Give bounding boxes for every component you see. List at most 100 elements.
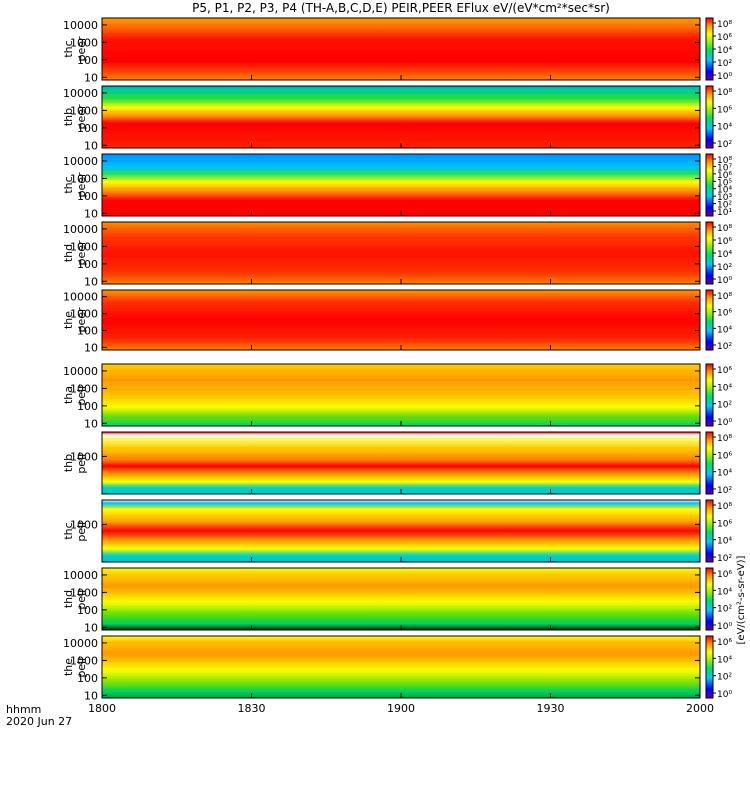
colorbar-tick-label: 10² — [717, 673, 732, 683]
texture-streak — [102, 129, 700, 131]
y-tick-label: 10 — [84, 621, 98, 634]
texture-streak — [102, 670, 700, 672]
panel-probe-label: thc — [62, 40, 75, 57]
panel-species-label: peir — [75, 384, 88, 406]
spectrogram-image — [102, 636, 700, 698]
texture-streak — [102, 515, 700, 517]
texture-streak — [102, 552, 700, 554]
colorbar-tick-label: 10⁶ — [717, 237, 732, 247]
colorbar-tick-label: 10² — [717, 605, 732, 615]
y-tick-label: 10 — [84, 139, 98, 152]
texture-streak — [102, 42, 700, 44]
colorbar-tick-label: 10⁴ — [717, 655, 732, 665]
colorbar-tick-label: 10² — [717, 554, 732, 564]
colorbar-tick-label: 10⁶ — [717, 570, 732, 580]
y-tick-label: 10 — [84, 275, 98, 288]
colorbar-tick-label: 10⁶ — [717, 105, 732, 115]
colorbar-tick-label: 10⁴ — [717, 383, 732, 393]
spectrogram-image — [102, 568, 700, 630]
y-tick-label: 1000 — [70, 450, 98, 463]
texture-streak — [102, 407, 700, 409]
colorbar — [705, 431, 714, 495]
texture-streak — [102, 169, 700, 171]
panel-species-label: peir — [75, 656, 88, 678]
y-tick-label: 100 — [77, 258, 98, 271]
colorbar — [705, 221, 714, 285]
y-tick-label: 1000 — [70, 172, 98, 185]
texture-streak — [102, 341, 700, 342]
texture-streak — [102, 370, 700, 372]
colorbar-tick-label: 10⁸ — [717, 20, 732, 30]
y-tick-label: 10 — [84, 689, 98, 702]
texture-streak — [102, 642, 700, 644]
colorbar-tick-label: 10⁶ — [717, 366, 732, 376]
colorbar-tick-label: 10⁴ — [717, 325, 732, 335]
colorbar-tick-label: 10⁴ — [717, 537, 732, 547]
y-tick-label: 1000 — [70, 308, 98, 321]
spectrogram-image — [102, 500, 700, 562]
panel-probe-label: the — [62, 658, 75, 676]
panel-thd-peir: 10 100 1000 10000 thd peir 10⁶ 10⁴ 10² 10⁰ — [62, 567, 732, 634]
texture-streak — [102, 101, 700, 103]
texture-streak — [102, 197, 700, 199]
spectrogram-image — [102, 86, 700, 148]
panel-the-peer: 10 100 1000 10000 the peer 10⁸ 10⁶ 10⁴ 10² — [62, 289, 732, 354]
y-tick-label: 1000 — [70, 104, 98, 117]
texture-streak — [102, 592, 700, 594]
texture-streak — [102, 438, 700, 440]
y-tick-label: 1000 — [70, 654, 98, 667]
texture-streak — [102, 120, 700, 122]
y-tick-label: 1000 — [70, 382, 98, 395]
y-tick-label: 10 — [84, 207, 98, 220]
colorbar-tick-label: 10⁸ — [717, 502, 732, 512]
texture-streak — [102, 188, 700, 190]
panel-species-label: peer — [75, 240, 88, 266]
colorbar-tick-label: 10¹ — [717, 208, 732, 218]
colorbar-tick-label: 10⁶ — [717, 519, 732, 529]
texture-streak — [102, 33, 700, 35]
colorbar-tick-label: 10⁴ — [717, 186, 732, 196]
figure-title: P5, P1, P2, P3, P4 (TH-A,B,C,D,E) PEIR,P… — [192, 1, 610, 15]
x-tick-label: 1930 — [537, 702, 565, 715]
texture-streak — [102, 24, 700, 26]
spectrogram-image — [102, 154, 700, 216]
y-tick-label: 100 — [77, 190, 98, 203]
colorbar-tick-label: 10⁴ — [717, 46, 732, 56]
texture-streak — [102, 178, 700, 180]
texture-streak — [102, 620, 700, 622]
texture-streak — [102, 228, 700, 230]
texture-streak — [102, 388, 700, 390]
panel-thd-peer: 10 100 1000 10000 thd peer 10⁸ 10⁶ 10⁴ 10² 10⁰ — [62, 221, 732, 288]
texture-streak — [102, 398, 700, 400]
y-tick-label: 10 — [84, 71, 98, 84]
colorbar-tick-label: 10⁸ — [717, 156, 732, 166]
texture-streak — [102, 246, 700, 248]
panel-probe-label: thb — [62, 108, 75, 126]
colorbar — [705, 153, 714, 217]
panel-probe-label: thc — [62, 522, 75, 539]
panel-probe-label: thc — [62, 176, 75, 193]
x-tick-label: 1830 — [238, 702, 266, 715]
y-tick-label: 10000 — [63, 19, 98, 32]
panel-species-label: peir — [75, 588, 88, 610]
texture-streak — [102, 534, 700, 536]
colorbar-tick-label: 10⁸ — [717, 88, 732, 98]
texture-streak — [102, 524, 700, 526]
panel-probe-label: tha — [62, 386, 75, 404]
colorbar-tick-label: 10⁰ — [717, 690, 732, 700]
colorbar-tick-label: 10² — [717, 401, 732, 411]
spectrogram-image — [102, 18, 700, 80]
colorbar-tick-label: 10² — [717, 59, 732, 69]
texture-streak — [102, 416, 700, 418]
panel-species-label: peir — [75, 452, 88, 474]
y-tick-label: 100 — [77, 122, 98, 135]
y-tick-label: 10000 — [63, 155, 98, 168]
texture-streak — [102, 52, 700, 54]
colorbar-tick-label: 10² — [717, 342, 732, 352]
colorbar-tick-label: 10⁵ — [717, 178, 732, 188]
texture-streak — [102, 447, 700, 449]
colorbar-tick-label: 10⁴ — [717, 587, 732, 597]
colorbar-tick-label: 10⁶ — [717, 33, 732, 43]
colorbar — [705, 567, 714, 631]
